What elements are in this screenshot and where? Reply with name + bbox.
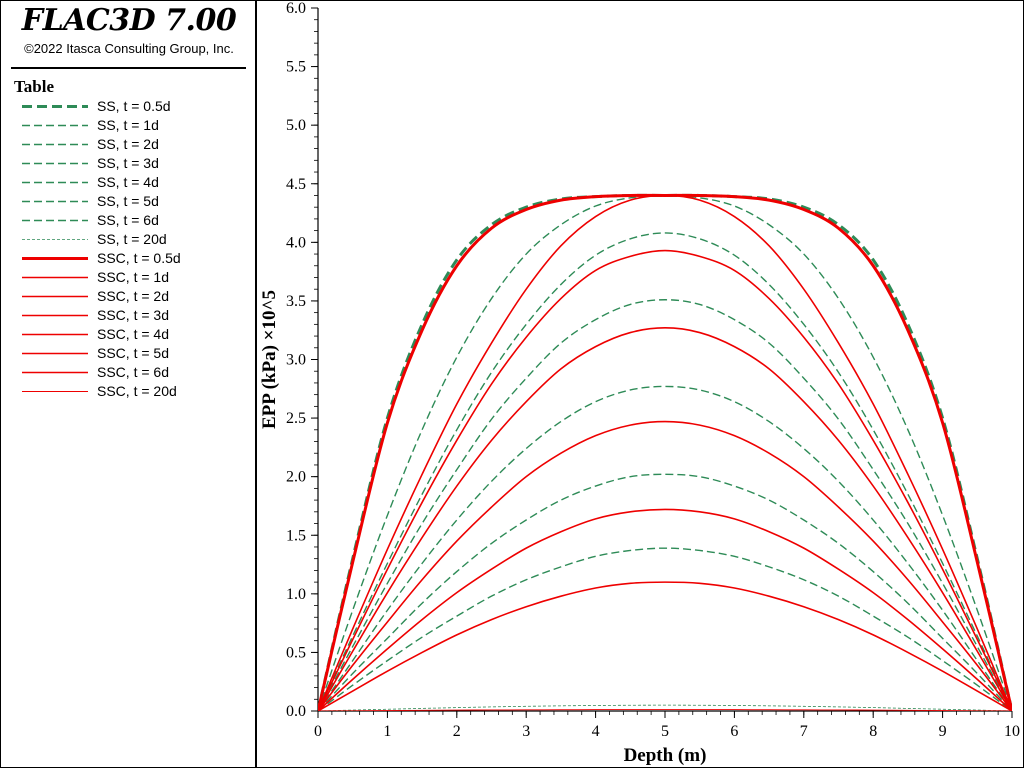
legend-swatch <box>22 333 88 336</box>
legend-item: SS, t = 3d <box>1 154 255 173</box>
x-tick-label: 3 <box>522 723 530 740</box>
y-tick-label: 1.0 <box>286 586 306 603</box>
series-line <box>318 193 1012 711</box>
series-line <box>318 581 1012 711</box>
legend-label: SS, t = 20d <box>97 231 167 247</box>
y-tick-label: 5.0 <box>286 117 306 134</box>
legend-swatch <box>22 143 88 146</box>
legend-label: SS, t = 6d <box>97 212 159 228</box>
x-tick-label: 1 <box>383 723 391 740</box>
x-tick-label: 8 <box>869 723 877 740</box>
series-line <box>318 704 1012 711</box>
legend-label: SS, t = 0.5d <box>97 98 171 114</box>
legend-swatch <box>22 219 88 222</box>
legend-swatch <box>22 162 88 165</box>
series-line <box>318 194 1012 711</box>
y-tick-label: 2.0 <box>286 469 306 486</box>
legend-item: SS, t = 2d <box>1 135 255 154</box>
legend-item: SS, t = 0.5d <box>1 97 255 116</box>
legend-label: SSC, t = 5d <box>97 345 169 361</box>
legend-label: SSC, t = 20d <box>97 383 177 399</box>
x-tick-label: 5 <box>661 723 669 740</box>
legend-swatch <box>22 105 88 108</box>
x-tick-label: 7 <box>800 723 808 740</box>
legend-swatch <box>22 276 88 279</box>
y-tick-label: 3.5 <box>286 293 306 310</box>
legend-item: SS, t = 5d <box>1 192 255 211</box>
legend-swatch <box>22 239 88 240</box>
legend-label: SSC, t = 1d <box>97 269 169 285</box>
plot-area: 0.0 0.5 1.0 1.5 2.0 2.5 3.0 3.5 4.0 4.5 5.0 5.5 6.0 0… <box>259 0 1020 766</box>
legend-label: SS, t = 4d <box>97 174 159 190</box>
legend-label: SSC, t = 2d <box>97 288 169 304</box>
legend-swatch <box>22 371 88 374</box>
series-line <box>318 420 1012 711</box>
title-divider <box>11 67 246 69</box>
legend-swatch <box>22 181 88 184</box>
x-tick-label: 6 <box>730 723 738 740</box>
legend-swatch <box>22 200 88 203</box>
legend-heading: Table <box>14 77 55 96</box>
series-line <box>318 473 1012 711</box>
y-tick-label: 1.5 <box>286 527 306 544</box>
series-line <box>318 508 1012 711</box>
series-line <box>318 193 1012 711</box>
legend-swatch <box>22 295 88 298</box>
legend-swatch <box>22 124 88 127</box>
y-tick-label: 2.5 <box>286 410 306 427</box>
legend-swatch <box>22 314 88 317</box>
legend-label: SS, t = 1d <box>97 117 159 133</box>
series-line <box>318 194 1012 711</box>
y-tick-label: 4.5 <box>286 176 306 193</box>
y-tick-label: 0.0 <box>286 703 306 720</box>
y-tick-label: 3.0 <box>286 352 306 369</box>
legend-item: SSC, t = 1d <box>1 268 255 287</box>
legend-label: SS, t = 3d <box>97 155 159 171</box>
legend-label: SSC, t = 6d <box>97 364 169 380</box>
y-axis-title: EPP (kPa) ×10^5 <box>259 290 280 429</box>
legend-label: SSC, t = 4d <box>97 326 169 342</box>
y-tick-label: 6.0 <box>286 0 306 17</box>
copyright-text: ©2022 Itasca Consulting Group, Inc. <box>24 41 234 56</box>
legend-item: SSC, t = 20d <box>1 382 255 401</box>
y-tick-label: 0.5 <box>286 644 306 661</box>
x-tick-label: 10 <box>1004 723 1020 740</box>
legend-swatch <box>22 257 88 260</box>
legend-label: SS, t = 5d <box>97 193 159 209</box>
legend-item: SS, t = 4d <box>1 173 255 192</box>
legend-label: SSC, t = 3d <box>97 307 169 323</box>
legend-item: SSC, t = 3d <box>1 306 255 325</box>
legend-item: SS, t = 6d <box>1 211 255 230</box>
legend-item: SS, t = 1d <box>1 116 255 135</box>
series-line <box>318 709 1012 711</box>
app-title: FLAC3D 7.00 <box>21 3 237 38</box>
legend-label: SS, t = 2d <box>97 136 159 152</box>
legend-swatch <box>22 391 88 392</box>
legend-item: SSC, t = 5d <box>1 344 255 363</box>
x-axis-title: Depth (m) <box>624 745 707 766</box>
series-line <box>318 232 1012 711</box>
series-line <box>318 327 1012 711</box>
x-tick-label: 4 <box>592 723 600 740</box>
y-tick-label: 5.5 <box>286 59 306 76</box>
legend-swatch <box>22 352 88 355</box>
series-line <box>318 385 1012 711</box>
x-tick-label: 2 <box>453 723 461 740</box>
legend-item: SSC, t = 2d <box>1 287 255 306</box>
x-tick-label: 9 <box>939 723 947 740</box>
legend-label: SSC, t = 0.5d <box>97 250 181 266</box>
legend-panel: FLAC3D 7.00 ©2022 Itasca Consulting Grou… <box>1 1 257 767</box>
series-line <box>318 547 1012 711</box>
y-tick-label: 4.0 <box>286 234 306 251</box>
legend-item: SSC, t = 6d <box>1 363 255 382</box>
legend-item: SSC, t = 4d <box>1 325 255 344</box>
x-tick-label: 0 <box>314 723 322 740</box>
series-line <box>318 299 1012 711</box>
series-line <box>318 249 1012 711</box>
legend-item: SSC, t = 0.5d <box>1 249 255 268</box>
legend-item: SS, t = 20d <box>1 230 255 249</box>
